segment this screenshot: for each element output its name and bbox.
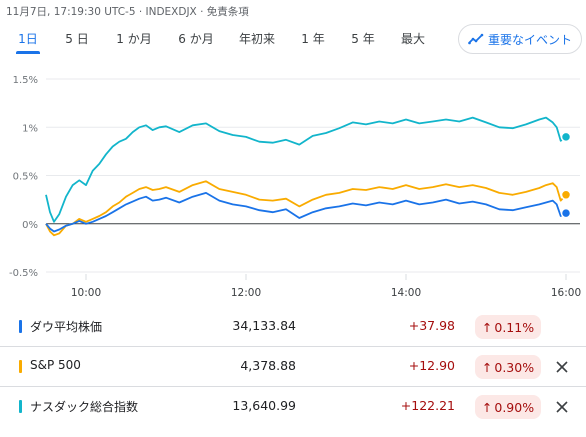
x-tick-label: 16:00 bbox=[551, 287, 581, 299]
arrow-up-icon: ↑ bbox=[481, 319, 493, 335]
index-value: 34,133.84 bbox=[232, 318, 296, 333]
index-change: +12.90 bbox=[408, 358, 455, 373]
index-list: ダウ平均株価 34,133.84 +37.98 ↑ 0.11% S&P 500 … bbox=[0, 307, 586, 427]
series-line bbox=[45, 180, 567, 237]
percent-change-value: 0.90% bbox=[494, 399, 535, 415]
index-chart[interactable]: 1.5% 1% 0.5% 0% -0.5% 10:00 12:00 14:00 16:00 bbox=[0, 62, 586, 302]
series-color-marker bbox=[19, 360, 22, 373]
index-change: +122.21 bbox=[400, 398, 455, 413]
index-value: 4,378.88 bbox=[240, 358, 296, 373]
y-tick-label: 1.5% bbox=[13, 75, 38, 86]
index-name: S&P 500 bbox=[30, 358, 81, 372]
index-row-nasdaq[interactable]: ナスダック総合指数 13,640.99 +122.21 ↑ 0.90% bbox=[0, 387, 586, 427]
x-tick-label: 12:00 bbox=[231, 287, 261, 299]
tab-1-month[interactable]: 1 か月 bbox=[116, 32, 152, 46]
index-row-sp500[interactable]: S&P 500 4,378.88 +12.90 ↑ 0.30% bbox=[0, 347, 586, 387]
index-row-dow[interactable]: ダウ平均株価 34,133.84 +37.98 ↑ 0.11% bbox=[0, 307, 586, 347]
key-events-button[interactable]: 重要なイベント bbox=[458, 24, 582, 54]
page-meta: 11月7日, 17:19:30 UTC-5 · INDEXDJX · 免責条項 bbox=[6, 6, 249, 18]
tab-6-months[interactable]: 6 か月 bbox=[178, 32, 214, 46]
series-line bbox=[45, 116, 567, 223]
tab-1-day[interactable]: 1日 bbox=[14, 28, 42, 54]
close-icon bbox=[556, 401, 568, 413]
close-icon bbox=[556, 361, 568, 373]
tab-max[interactable]: 最大 bbox=[400, 32, 425, 46]
x-tick-label: 10:00 bbox=[71, 287, 101, 299]
arrow-up-icon: ↑ bbox=[481, 359, 493, 375]
remove-comparison-button[interactable] bbox=[551, 356, 573, 378]
remove-comparison-button[interactable] bbox=[551, 396, 573, 418]
arrow-up-icon: ↑ bbox=[481, 399, 493, 415]
series-end-point bbox=[560, 131, 572, 143]
index-change: +37.98 bbox=[408, 318, 455, 333]
percent-change-badge: ↑ 0.90% bbox=[475, 395, 541, 419]
range-tabs: 1日 5 日 1 か月 6 か月 年初来 1 年 5 年 最大 bbox=[0, 28, 586, 56]
series-color-marker bbox=[19, 320, 22, 333]
series-end-point bbox=[560, 189, 572, 201]
y-tick-label: 0.5% bbox=[13, 172, 38, 183]
y-tick-label: 0% bbox=[22, 220, 38, 231]
index-name: ダウ平均株価 bbox=[30, 320, 103, 334]
percent-change-badge: ↑ 0.11% bbox=[475, 315, 541, 339]
percent-change-badge: ↑ 0.30% bbox=[475, 355, 541, 379]
index-name: ナスダック総合指数 bbox=[30, 400, 139, 414]
tab-ytd[interactable]: 年初来 bbox=[238, 32, 275, 46]
tab-5-years[interactable]: 5 年 bbox=[351, 32, 375, 46]
percent-change-value: 0.30% bbox=[494, 359, 535, 375]
x-tick-label: 14:00 bbox=[391, 287, 421, 299]
percent-change-value: 0.11% bbox=[494, 319, 535, 335]
trending-icon bbox=[468, 33, 484, 45]
y-tick-label: -0.5% bbox=[9, 268, 38, 279]
series-line bbox=[45, 191, 567, 233]
series-color-marker bbox=[19, 400, 22, 413]
key-events-label: 重要なイベント bbox=[487, 32, 572, 47]
y-tick-label: 1% bbox=[22, 123, 38, 134]
tab-1-year[interactable]: 1 年 bbox=[301, 32, 325, 46]
tab-5-days[interactable]: 5 日 bbox=[65, 32, 89, 46]
series-end-point bbox=[560, 207, 572, 219]
index-value: 13,640.99 bbox=[232, 398, 296, 413]
